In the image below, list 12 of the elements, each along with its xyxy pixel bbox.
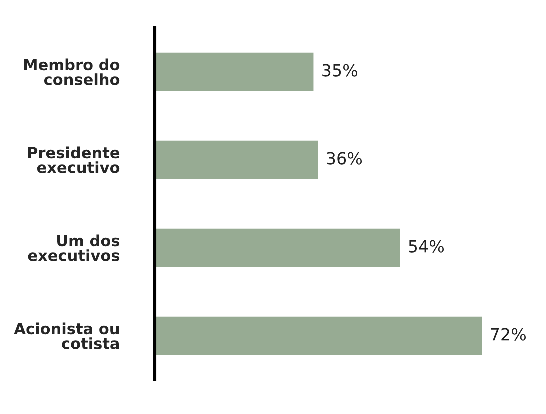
y-tick-label: Presidente executivo: [28, 146, 120, 174]
y-tick-label: Um dos executivos: [28, 234, 120, 262]
data-label: 54%: [409, 240, 444, 253]
y-tick-label: Membro do conselho: [24, 58, 120, 86]
data-label: 72%: [491, 328, 526, 341]
bar: [155, 228, 402, 268]
data-label: 35%: [322, 64, 358, 77]
data-label: 36%: [327, 152, 362, 165]
bar: [155, 316, 484, 356]
y-tick-label: Acionista ou cotista: [14, 322, 120, 350]
bar: [155, 140, 320, 180]
bar: [155, 52, 316, 92]
